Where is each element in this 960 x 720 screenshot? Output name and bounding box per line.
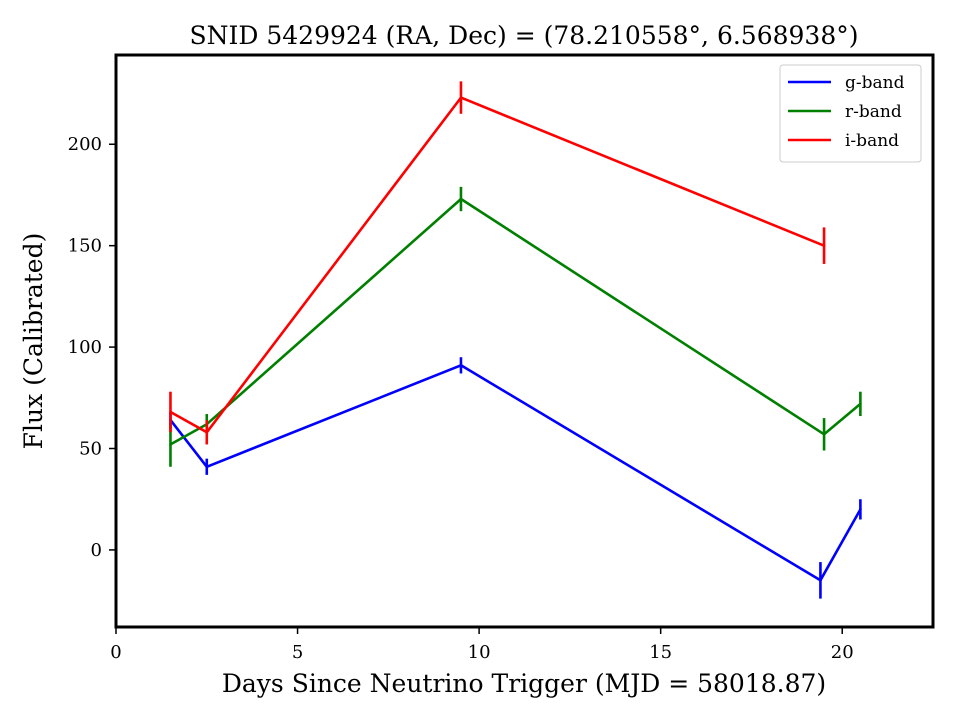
- y-tick-label: 200: [68, 134, 102, 155]
- data-point-g-band: [205, 465, 209, 469]
- data-point-r-band: [859, 402, 862, 406]
- x-tick-label: 15: [649, 642, 672, 663]
- y-tick-label: 0: [91, 540, 102, 561]
- legend-label: g-band: [845, 73, 905, 93]
- y-tick-label: 100: [68, 337, 102, 358]
- legend-item-g-band: g-band: [788, 73, 905, 93]
- data-point-g-band: [859, 508, 862, 511]
- legend-item-r-band: r-band: [788, 102, 902, 122]
- series-g-band: [169, 357, 862, 599]
- data-point-i-band: [459, 96, 463, 99]
- series-line-r-band: [169, 197, 862, 446]
- series-line-i-band: [169, 96, 825, 434]
- y-axis-title: Flux (Calibrated): [19, 233, 48, 450]
- data-point-i-band: [205, 430, 209, 434]
- legend: g-band r-band i-band: [779, 64, 922, 163]
- series-r-band: [169, 186, 862, 467]
- data-point-i-band: [822, 244, 826, 247]
- series-line-g-band: [169, 363, 862, 582]
- y-tick-label: 150: [68, 236, 102, 257]
- y-tick-label: 50: [79, 439, 102, 460]
- plot-frame: [114, 53, 935, 629]
- data-point-r-band: [822, 433, 826, 436]
- y-axis: 0 50 100 150 200: [68, 134, 116, 561]
- x-tick-label: 0: [110, 642, 121, 663]
- x-tick-label: 10: [468, 642, 491, 663]
- x-axis: 0 5 10 15 20: [110, 627, 854, 663]
- data-point-r-band: [169, 443, 172, 446]
- legend-label: i-band: [845, 131, 899, 151]
- chart-title: SNID 5429924 (RA, Dec) = (78.210558°, 6.…: [190, 21, 859, 50]
- legend-item-i-band: i-band: [788, 131, 899, 151]
- legend-box: [779, 64, 922, 163]
- legend-label: r-band: [845, 102, 902, 122]
- x-axis-title: Days Since Neutrino Trigger (MJD = 58018…: [222, 669, 826, 698]
- data-point-i-band: [169, 410, 172, 414]
- plot-area: [169, 81, 862, 599]
- series-i-band: [169, 81, 826, 445]
- data-point-g-band: [819, 579, 822, 582]
- x-tick-label: 20: [831, 642, 854, 663]
- x-tick-label: 5: [292, 642, 303, 663]
- data-point-r-band: [459, 197, 463, 201]
- data-point-g-band: [459, 364, 463, 367]
